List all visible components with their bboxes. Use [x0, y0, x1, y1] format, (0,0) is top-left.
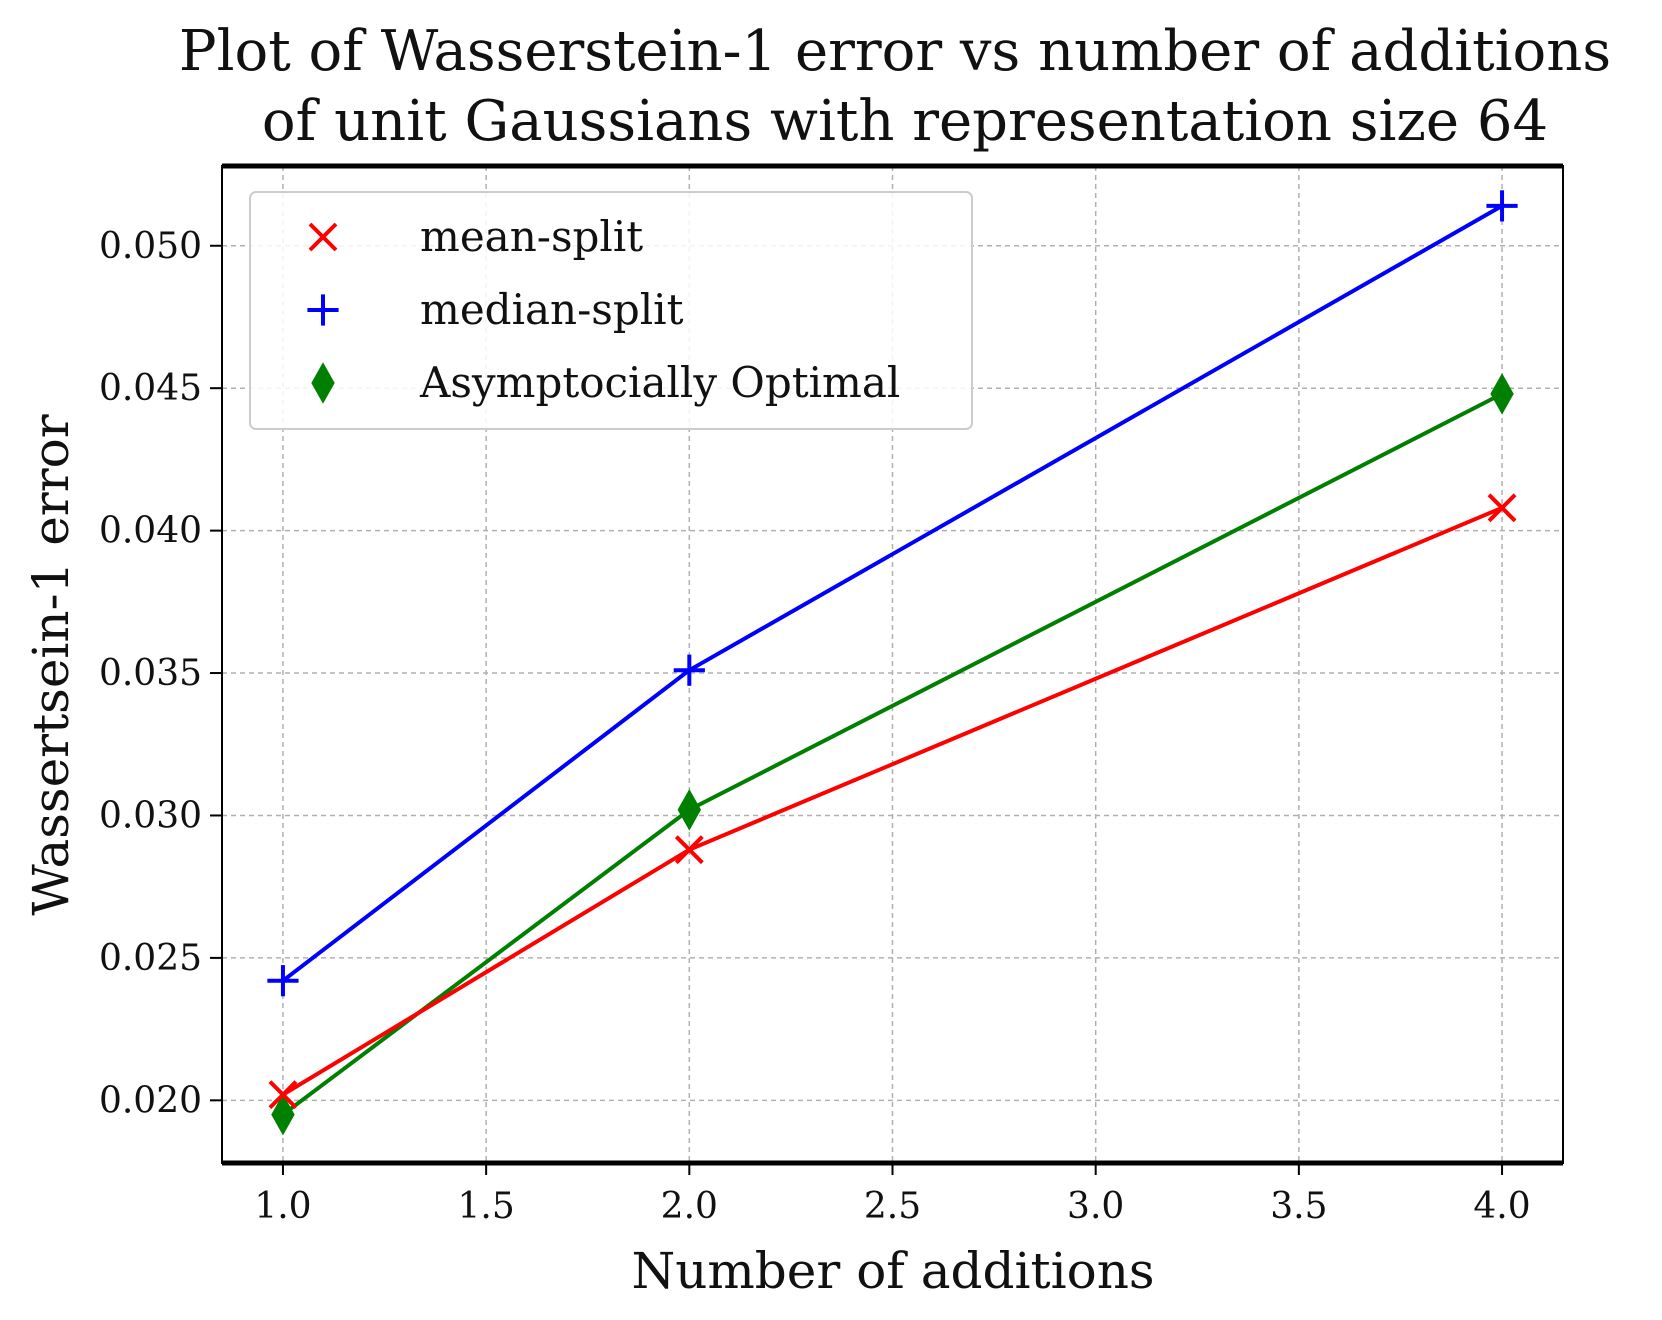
x-tick-label: 2.0 — [661, 1186, 718, 1227]
x-tick-label: 3.5 — [1270, 1186, 1327, 1227]
data-point-Asymptocially Optimal — [271, 1093, 295, 1136]
y-tick-label: 0.025 — [99, 938, 202, 979]
data-point-mean-split — [674, 835, 704, 865]
y-axis-label: Wassertsein-1 error — [22, 414, 80, 915]
x-tick-label: 4.0 — [1473, 1186, 1530, 1227]
data-point-median-split — [267, 965, 299, 997]
data-point-mean-split-stroke — [674, 835, 704, 865]
data-point-mean-split — [268, 1080, 298, 1110]
legend-label: Asymptocially Optimal — [419, 358, 900, 407]
legend-marker-mean-split — [308, 222, 338, 252]
y-tick-label: 0.030 — [99, 795, 202, 836]
y-tick-label: 0.035 — [99, 653, 202, 694]
data-point-Asymptocially Optimal-shape — [1490, 373, 1514, 415]
y-tick-label: 0.050 — [99, 226, 202, 267]
legend-marker-Asymptocially Optimal — [311, 362, 335, 404]
chart-title-line-1: Plot of Wasserstein-1 error vs number of… — [179, 19, 1611, 84]
tick-layer: 1.0 1.5 2.0 2.5 3.0 3.5 4.0 0.020 0.025 0.030 0.03… — [99, 226, 1531, 1227]
chart-title-line-2: of unit Gaussians with representation si… — [262, 89, 1548, 154]
x-axis-label: Number of additions — [631, 1242, 1154, 1300]
data-point-median-split — [1486, 190, 1518, 222]
legend-label: mean-split — [420, 212, 643, 261]
x-tick-label: 1.0 — [254, 1186, 311, 1227]
legend: mean-split median-split Asymptocially Opti… — [249, 191, 973, 430]
x-tick-label: 3.0 — [1067, 1186, 1124, 1227]
data-point-mean-split — [1487, 493, 1517, 523]
data-point-Asymptocially Optimal — [677, 788, 702, 831]
y-tick-label: 0.040 — [99, 511, 202, 552]
legend-marker-Asymptocially Optimal-shape — [311, 362, 335, 404]
x-tick-label: 2.5 — [864, 1186, 921, 1227]
data-point-Asymptocially Optimal-shape — [271, 1093, 295, 1136]
legend-marker-median-split — [307, 294, 339, 326]
legend-box — [249, 191, 973, 430]
legend-marker-mean-split-stroke — [308, 222, 338, 252]
data-point-mean-split-stroke — [268, 1080, 298, 1110]
series-layer — [267, 190, 1518, 1136]
y-tick-label: 0.020 — [99, 1080, 202, 1121]
legend-label: median-split — [420, 285, 684, 334]
data-point-Asymptocially Optimal — [1490, 373, 1514, 415]
x-tick-label: 1.5 — [458, 1186, 515, 1227]
y-tick-label: 0.045 — [99, 368, 202, 409]
data-point-Asymptocially Optimal-shape — [677, 788, 702, 831]
data-point-mean-split-stroke — [1487, 493, 1517, 523]
data-point-median-split — [673, 654, 705, 686]
